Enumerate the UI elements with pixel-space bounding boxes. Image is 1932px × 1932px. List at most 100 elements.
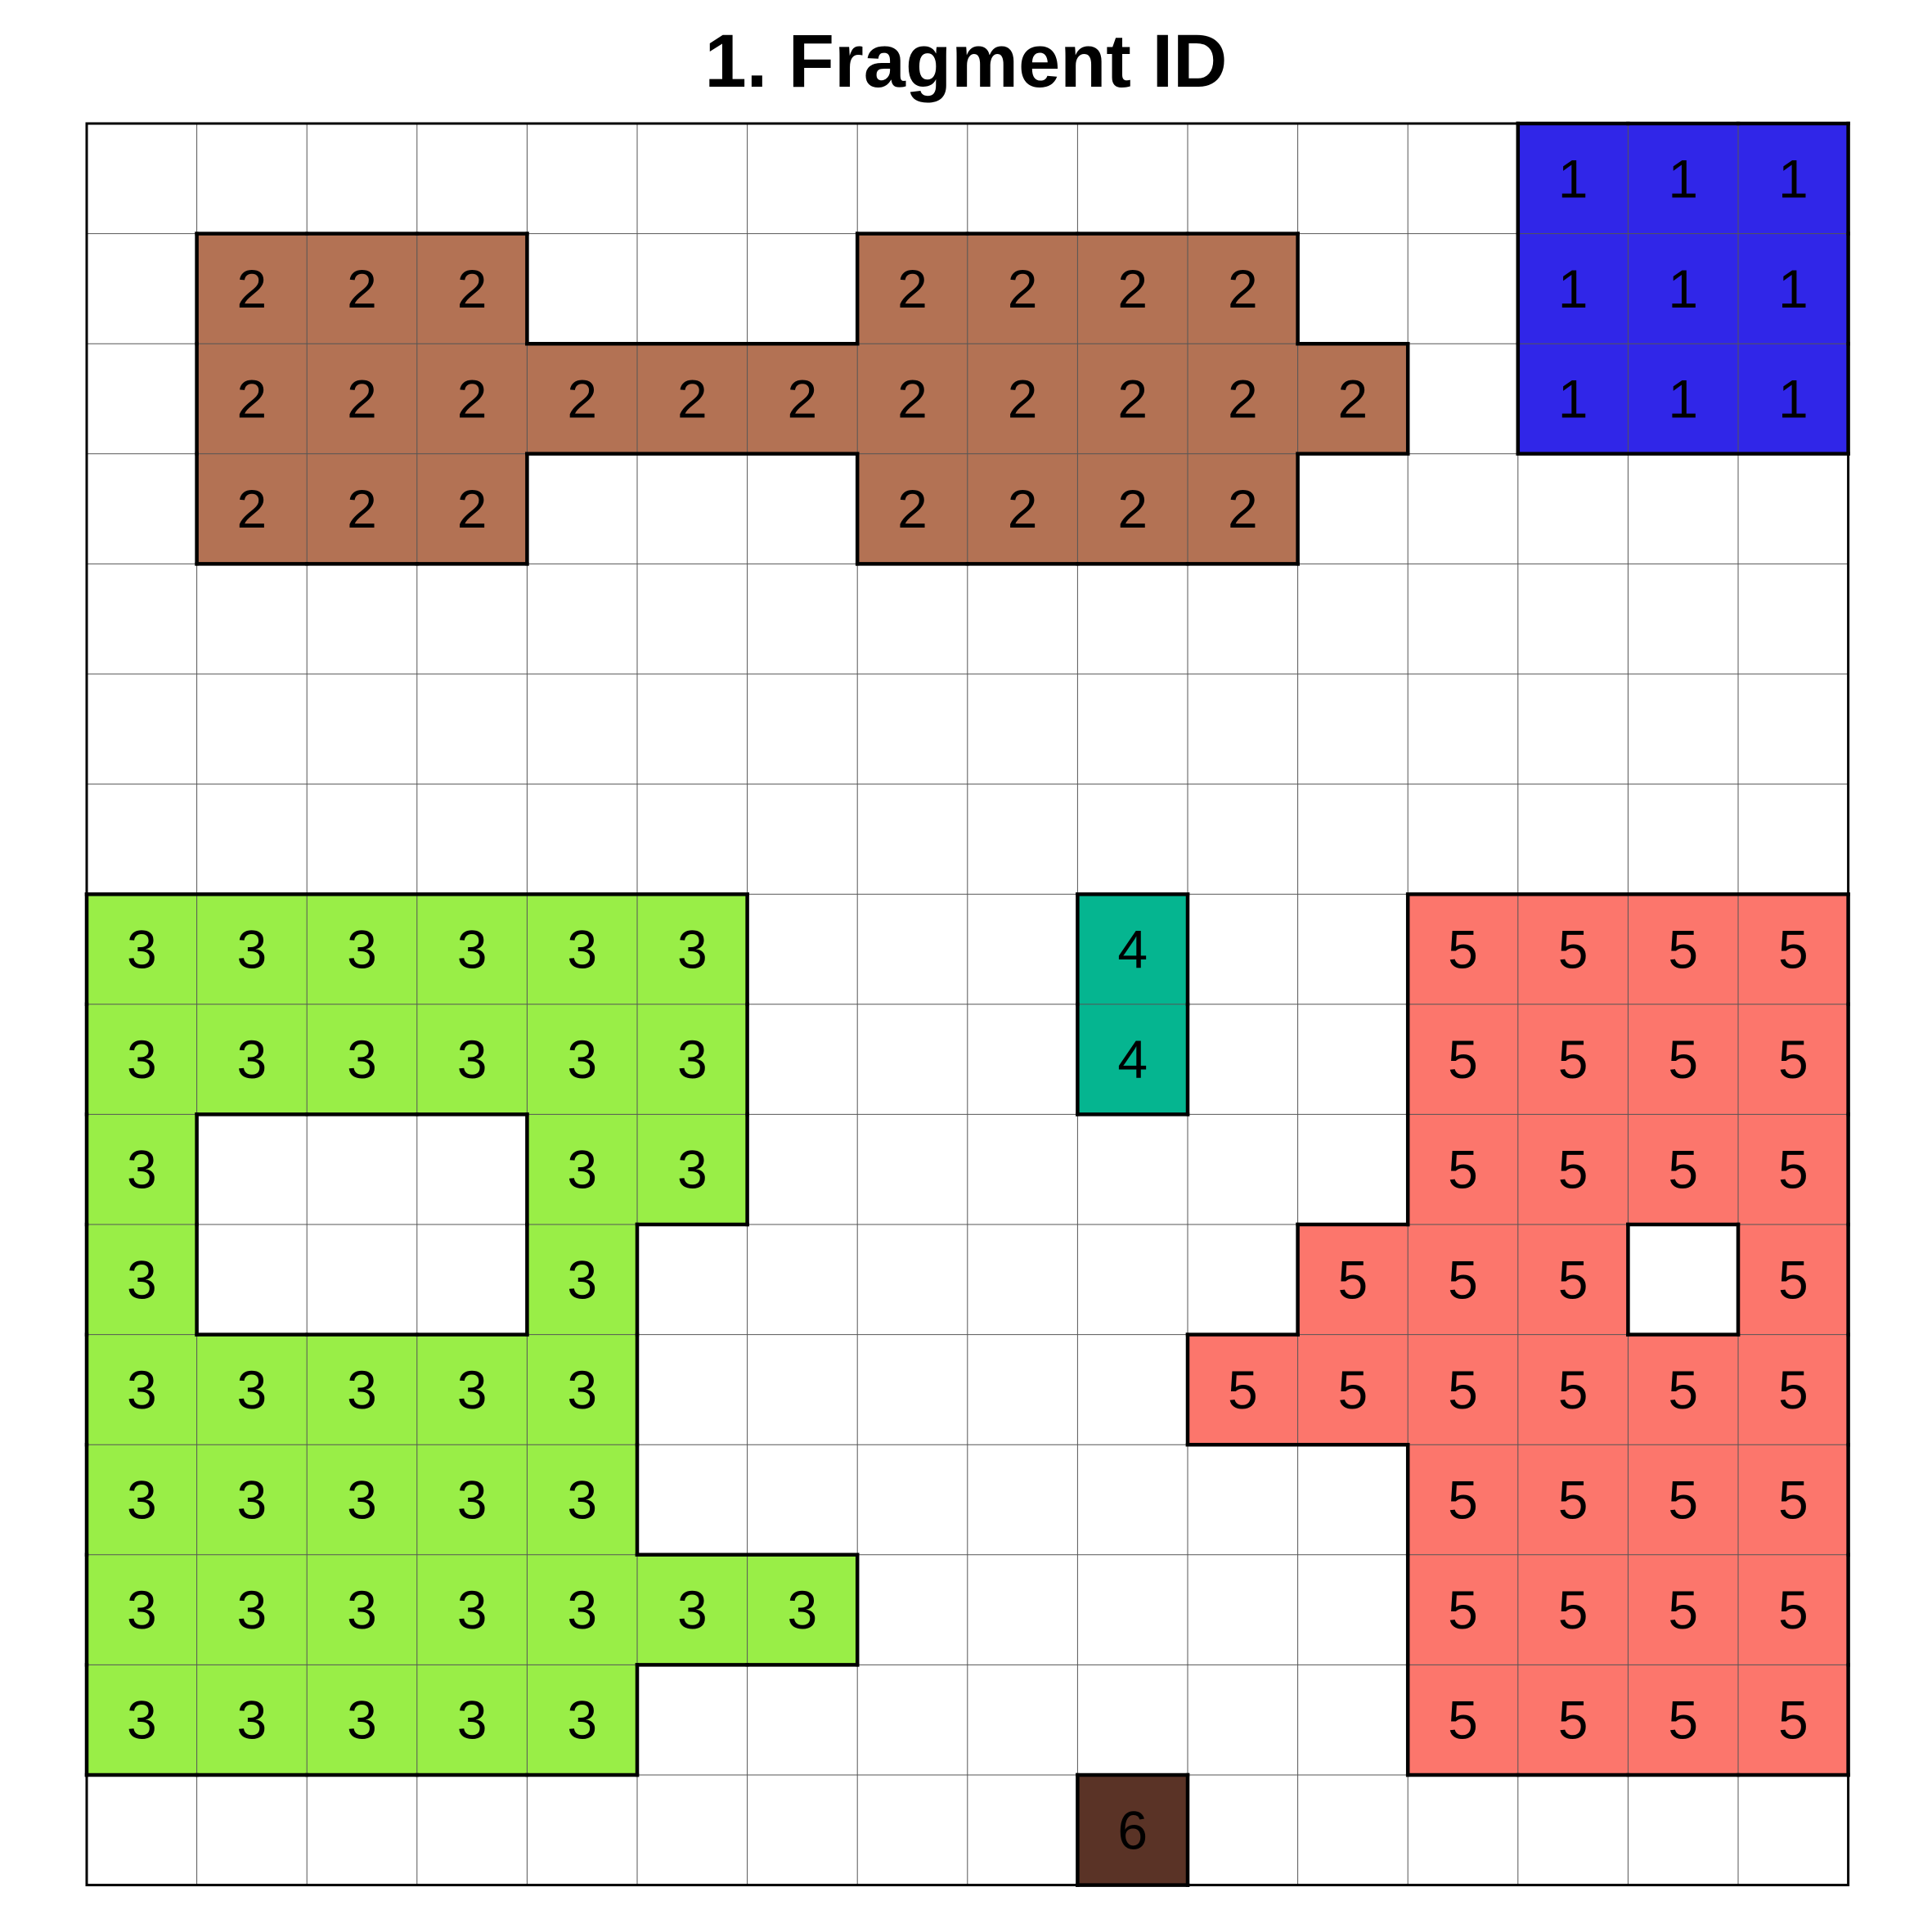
fragment-2-cell — [307, 344, 418, 455]
fragment-2-cell — [637, 344, 748, 455]
fragment-2-label: 2 — [237, 479, 267, 539]
fragment-3-cell — [196, 894, 308, 1005]
fragment-5-cell — [1628, 1334, 1739, 1445]
fragment-5-label: 5 — [1448, 1470, 1478, 1530]
fragment-5-cell — [1517, 1224, 1629, 1336]
fragment-3-cell — [307, 1445, 418, 1556]
fragment-2-cell — [857, 233, 968, 344]
fragment-5-cell — [1628, 1554, 1739, 1665]
fragment-3-label: 3 — [567, 1579, 597, 1640]
fragment-3-cell — [527, 1445, 638, 1556]
fragment-5-label: 5 — [1668, 1139, 1698, 1200]
fragment-5-label: 5 — [1448, 1139, 1478, 1200]
fragment-3-cell — [196, 1445, 308, 1556]
fragment-5-cell — [1628, 1114, 1739, 1225]
fragment-3-cell — [527, 1224, 638, 1336]
fragment-6-cell — [1077, 1775, 1188, 1886]
fragment-2-label: 2 — [897, 258, 928, 319]
fragment-5-label: 5 — [1338, 1359, 1368, 1420]
fragment-5-label: 5 — [1668, 1470, 1698, 1530]
fragment-2-cell — [1077, 233, 1188, 344]
fragment-5-cell — [1517, 1114, 1629, 1225]
fragment-5-cell — [1297, 1224, 1409, 1336]
fragment-5-label: 5 — [1228, 1359, 1258, 1420]
fragment-3-label: 3 — [677, 1139, 708, 1200]
fragment-3-cell — [416, 1334, 528, 1445]
fragment-5-label: 5 — [1778, 1690, 1808, 1750]
fragment-3-cell — [87, 1224, 198, 1336]
fragment-5-label: 5 — [1778, 1470, 1808, 1530]
fragment-5-label: 5 — [1668, 1690, 1698, 1750]
fragment-4-label: 4 — [1117, 919, 1148, 980]
fragment-5-label: 5 — [1448, 1249, 1478, 1310]
fragment-3-label: 3 — [127, 1470, 157, 1530]
fragment-3-label: 3 — [567, 1359, 597, 1420]
fragment-3-cell — [527, 894, 638, 1005]
fragment-5-cell — [1408, 1224, 1519, 1336]
fragment-3-label: 3 — [347, 1690, 377, 1750]
fragment-5-cell — [1628, 894, 1739, 1005]
fragment-2-cell — [307, 453, 418, 564]
fragment-3-cell — [307, 1554, 418, 1665]
fragment-5-label: 5 — [1668, 1029, 1698, 1090]
fragment-3-label: 3 — [677, 1579, 708, 1640]
fragment-2-label: 2 — [1008, 369, 1038, 429]
fragment-3-label: 3 — [237, 1690, 267, 1750]
fragment-2-label: 2 — [788, 369, 818, 429]
fragment-1-label: 1 — [1668, 148, 1698, 209]
fragment-2-label: 2 — [677, 369, 708, 429]
fragment-3-label: 3 — [237, 1579, 267, 1640]
fragment-5-label: 5 — [1668, 1579, 1698, 1640]
fragment-1-label: 1 — [1558, 148, 1588, 209]
fragment-3-cell — [196, 1334, 308, 1445]
fragment-5-cell — [1738, 1554, 1849, 1665]
fragment-3-cell — [416, 894, 528, 1005]
fragment-3-cell — [527, 1114, 638, 1225]
fragment-3-label: 3 — [457, 1359, 487, 1420]
fragment-2-label: 2 — [1117, 369, 1148, 429]
fragment-2-label: 2 — [457, 258, 487, 319]
fragment-6-label: 6 — [1117, 1799, 1148, 1860]
fragment-1-cell — [1628, 344, 1739, 455]
fragment-5-label: 5 — [1558, 1579, 1588, 1640]
fragment-5-cell — [1408, 1334, 1519, 1445]
fragment-3-label: 3 — [347, 1359, 377, 1420]
fragment-3-label: 3 — [457, 1029, 487, 1090]
fragment-3-label: 3 — [567, 1249, 597, 1310]
fragment-3-cell — [416, 1445, 528, 1556]
fragment-5-cell — [1628, 1004, 1739, 1115]
fragment-1-cell — [1738, 344, 1849, 455]
fragment-2-cell — [967, 344, 1078, 455]
fragment-3-cell — [307, 1665, 418, 1776]
fragment-5-cell — [1517, 1445, 1629, 1556]
fragment-2-label: 2 — [237, 258, 267, 319]
fragment-2-cell — [857, 344, 968, 455]
fragment-2-cell — [527, 344, 638, 455]
fragment-5-cell — [1738, 894, 1849, 1005]
fragment-1-label: 1 — [1558, 369, 1588, 429]
fragment-5-label: 5 — [1778, 1249, 1808, 1310]
fragment-4-cell — [1077, 1004, 1188, 1115]
fragment-3-label: 3 — [237, 1029, 267, 1090]
fragment-2-cell — [857, 453, 968, 564]
fragment-5-label: 5 — [1558, 1139, 1588, 1200]
fragment-5-label: 5 — [1778, 1139, 1808, 1200]
fragment-3-cell — [307, 1334, 418, 1445]
fragment-2-label: 2 — [897, 479, 928, 539]
fragment-2-label: 2 — [347, 479, 377, 539]
fragment-5-label: 5 — [1558, 1359, 1588, 1420]
fragment-3-cell — [527, 1554, 638, 1665]
fragment-3-label: 3 — [457, 1470, 487, 1530]
fragment-2-label: 2 — [457, 369, 487, 429]
fragment-3-label: 3 — [347, 919, 377, 980]
fragment-2-label: 2 — [1008, 258, 1038, 319]
fragment-1-cell — [1517, 233, 1629, 344]
fragment-2-label: 2 — [1228, 369, 1258, 429]
fragment-2-cell — [196, 233, 308, 344]
fragment-1-label: 1 — [1778, 258, 1808, 319]
fragment-3-label: 3 — [567, 919, 597, 980]
fragment-1-cell — [1628, 124, 1739, 235]
fragment-3-cell — [637, 1004, 748, 1115]
fragment-3-label: 3 — [567, 1470, 597, 1530]
fragment-5-label: 5 — [1668, 1359, 1698, 1420]
